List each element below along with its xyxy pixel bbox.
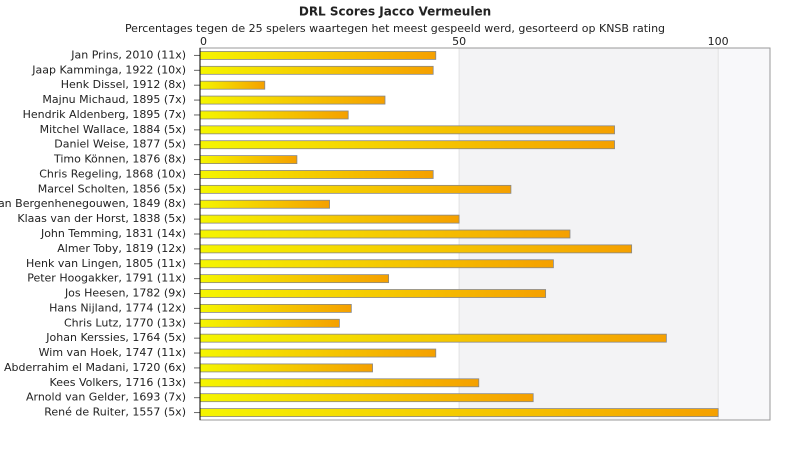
bar <box>199 303 352 313</box>
bar <box>199 244 633 254</box>
y-tick-label: Kees van Bergenhenegouwen, 1849 (8x) <box>0 197 186 210</box>
bar <box>199 408 719 417</box>
y-tick-label: Mitchel Wallace, 1884 (5x) <box>40 123 186 136</box>
y-tick-label: Daniel Weise, 1877 (5x) <box>54 138 186 151</box>
bar <box>199 259 554 269</box>
y-tick-label: Timo Können, 1876 (8x) <box>53 153 186 166</box>
bar <box>199 170 434 179</box>
chart-title: DRL Scores Jacco Vermeulen <box>299 5 491 19</box>
bar <box>199 274 390 284</box>
bar <box>199 155 298 165</box>
x-tick-label: 0 <box>200 35 207 48</box>
bar <box>199 378 480 388</box>
y-tick-label: Klaas van der Horst, 1838 (5x) <box>17 212 186 225</box>
bar <box>199 125 615 135</box>
y-tick-label: René de Ruiter, 1557 (5x) <box>44 406 186 419</box>
y-tick-label: Henk van Lingen, 1805 (11x) <box>26 257 186 270</box>
bar <box>199 318 340 328</box>
y-tick-label: Hendrik Aldenberg, 1895 (7x) <box>23 108 186 121</box>
bar <box>199 95 386 105</box>
bar <box>199 229 571 239</box>
y-tick-label: Almer Toby, 1819 (12x) <box>57 242 186 255</box>
bar <box>199 333 667 343</box>
bar <box>199 214 460 224</box>
y-tick-label: Marcel Scholten, 1856 (5x) <box>38 182 186 195</box>
y-tick-label: John Temming, 1831 (14x) <box>40 227 186 240</box>
plot-band <box>718 48 770 420</box>
bar <box>199 184 512 194</box>
y-tick-label: Jan Prins, 2010 (11x) <box>70 48 186 61</box>
y-tick-label: Chris Regeling, 1868 (10x) <box>39 167 186 180</box>
bar <box>199 110 349 120</box>
y-tick-label: Majnu Michaud, 1895 (7x) <box>42 93 186 106</box>
y-tick-label: Kees Volkers, 1716 (13x) <box>50 376 186 389</box>
y-tick-label: Johan Kerssies, 1764 (5x) <box>45 331 186 344</box>
bar <box>199 199 330 209</box>
x-tick-label: 100 <box>708 35 729 48</box>
bar <box>199 51 437 60</box>
bar <box>199 348 437 358</box>
y-tick-label: Arnold van Gelder, 1693 (7x) <box>26 391 186 404</box>
chart-subtitle: Percentages tegen de 25 spelers waartege… <box>125 22 665 35</box>
y-tick-label: Abderrahim el Madani, 1720 (6x) <box>4 361 186 374</box>
y-tick-label: Jaap Kamminga, 1922 (10x) <box>31 63 186 76</box>
y-tick-label: Chris Lutz, 1770 (13x) <box>64 316 186 329</box>
bar <box>199 140 615 150</box>
bar <box>199 393 534 403</box>
bar <box>199 65 434 75</box>
y-tick-label: Henk Dissel, 1912 (8x) <box>61 78 186 91</box>
bar <box>199 80 266 90</box>
y-tick-label: Peter Hoogakker, 1791 (11x) <box>27 272 186 285</box>
y-tick-label: Jos Heesen, 1782 (9x) <box>64 287 186 300</box>
y-tick-label: Wim van Hoek, 1747 (11x) <box>39 346 186 359</box>
x-tick-label: 50 <box>452 35 466 48</box>
bar <box>199 363 373 373</box>
y-tick-label: Hans Nijland, 1774 (12x) <box>49 301 186 314</box>
bar <box>199 289 547 298</box>
